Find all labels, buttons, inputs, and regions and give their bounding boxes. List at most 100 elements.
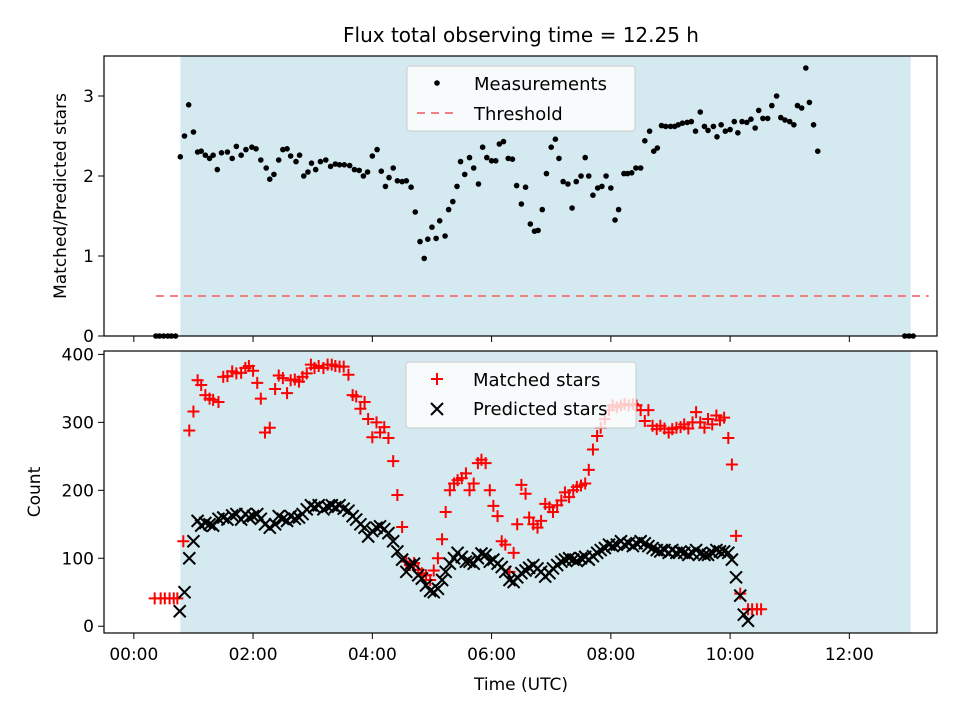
predicted-star-point	[423, 584, 437, 598]
measurement-point	[650, 148, 657, 154]
measurement-point	[323, 157, 329, 163]
predicted-star-point	[641, 539, 656, 553]
top-y-tick-label: 3	[83, 87, 94, 107]
measurement-point	[364, 169, 371, 175]
measurement-point	[336, 162, 343, 168]
predicted-star-point	[386, 534, 400, 548]
measurement-point	[755, 107, 762, 114]
matched-star-point	[463, 484, 476, 497]
measurement-point	[654, 145, 661, 151]
measurement-point	[445, 206, 452, 213]
measurement-point	[378, 168, 385, 174]
predicted-star-point	[186, 534, 201, 548]
matched-star-point	[337, 360, 350, 373]
predicted-star-point	[403, 558, 417, 572]
measurement-point	[382, 183, 389, 190]
legend-matched-label: Matched stars	[473, 370, 600, 391]
top-axis-ticks: 0 1 2 3	[83, 87, 850, 347]
matched-star-point	[467, 477, 480, 490]
measurement-point	[743, 119, 750, 126]
measurement-point	[442, 233, 448, 239]
measurement-point	[190, 129, 197, 135]
matched-star-point	[515, 478, 528, 491]
matched-star-point	[281, 387, 294, 400]
predicted-star-point	[198, 516, 213, 530]
measurement-point	[527, 221, 534, 227]
measurement-point	[238, 152, 244, 158]
matched-star-point	[491, 510, 504, 523]
measurement-point	[590, 192, 596, 198]
matched-star-point	[523, 511, 536, 524]
bottom-panel: 00:00 02:00 04:00 06:00 08:00 10:00 12:00 0 100 2…	[25, 345, 938, 695]
predicted-star-point	[673, 544, 688, 559]
measurement-point	[565, 181, 571, 187]
measurement-point	[394, 178, 401, 184]
measurement-point	[701, 123, 708, 130]
predicted-star-point	[357, 520, 372, 535]
bottom-y-tick-label: 200	[62, 481, 94, 501]
measurement-point	[327, 163, 334, 170]
predicted-star-point	[462, 554, 477, 569]
measurement-point	[305, 169, 311, 175]
measurement-point	[777, 114, 784, 121]
matched-star-point	[483, 484, 496, 497]
measurement-point	[229, 155, 235, 162]
matched-star-point	[642, 404, 655, 417]
x-axis-label: Time (UTC)	[473, 675, 568, 695]
measurement-point	[374, 146, 380, 153]
matched-star-point	[722, 431, 735, 444]
legend-predicted-label: Predicted stars	[473, 399, 607, 420]
measurement-point	[679, 120, 686, 126]
predicted-star-point	[276, 512, 290, 526]
predicted-star-point	[554, 554, 569, 569]
matched-star-point	[276, 372, 289, 385]
measurement-point	[488, 158, 495, 164]
matched-star-point	[382, 431, 395, 444]
measurement-point	[646, 128, 653, 134]
x-tick-label: 00:00	[109, 645, 158, 665]
bottom-y-tick-label: 400	[62, 345, 94, 365]
measurement-point	[399, 178, 405, 185]
measurement-point	[603, 173, 609, 179]
measurement-point	[266, 176, 273, 182]
measurement-point	[177, 154, 184, 160]
predicted-star-point	[562, 551, 576, 565]
bottom-y-axis-label: Count	[25, 466, 45, 517]
measurement-point	[421, 255, 428, 262]
measurement-point	[280, 146, 286, 153]
measurement-point	[727, 126, 733, 133]
predicted-star-point	[725, 552, 739, 567]
measurement-point	[433, 235, 439, 242]
measurement-point	[739, 118, 745, 125]
measurement-point	[300, 173, 307, 179]
measurement-point	[198, 148, 204, 154]
matched-star-point	[263, 421, 276, 434]
measurement-point	[492, 158, 499, 164]
measurement-point	[556, 155, 562, 162]
predicted-star-point	[605, 539, 620, 553]
bottom-legend: Matched stars Predicted stars	[405, 361, 637, 429]
matched-star-point	[378, 421, 391, 434]
measurement-point	[258, 157, 264, 163]
matched-star-point	[396, 520, 409, 533]
measurement-point	[764, 115, 771, 122]
matched-star-point	[459, 467, 472, 480]
matched-star-point	[207, 393, 220, 406]
measurement-point	[518, 201, 525, 207]
x-tick-label: 06:00	[467, 645, 516, 665]
measurement-point	[642, 138, 648, 144]
top-y-tick-label: 0	[83, 327, 94, 347]
predicted-star-point	[395, 552, 409, 567]
measurement-point	[475, 181, 482, 187]
predicted-star-point	[697, 548, 712, 562]
matched-star-point	[507, 546, 520, 559]
measurement-point	[718, 122, 724, 128]
matched-star-point	[251, 376, 264, 389]
matched-star-point	[187, 405, 200, 418]
measurement-point	[662, 123, 669, 130]
matched-star-point	[247, 364, 260, 377]
matched-star-point	[734, 587, 747, 600]
top-legend: Measurements Threshold	[406, 65, 636, 132]
predicted-star-point	[483, 554, 497, 569]
